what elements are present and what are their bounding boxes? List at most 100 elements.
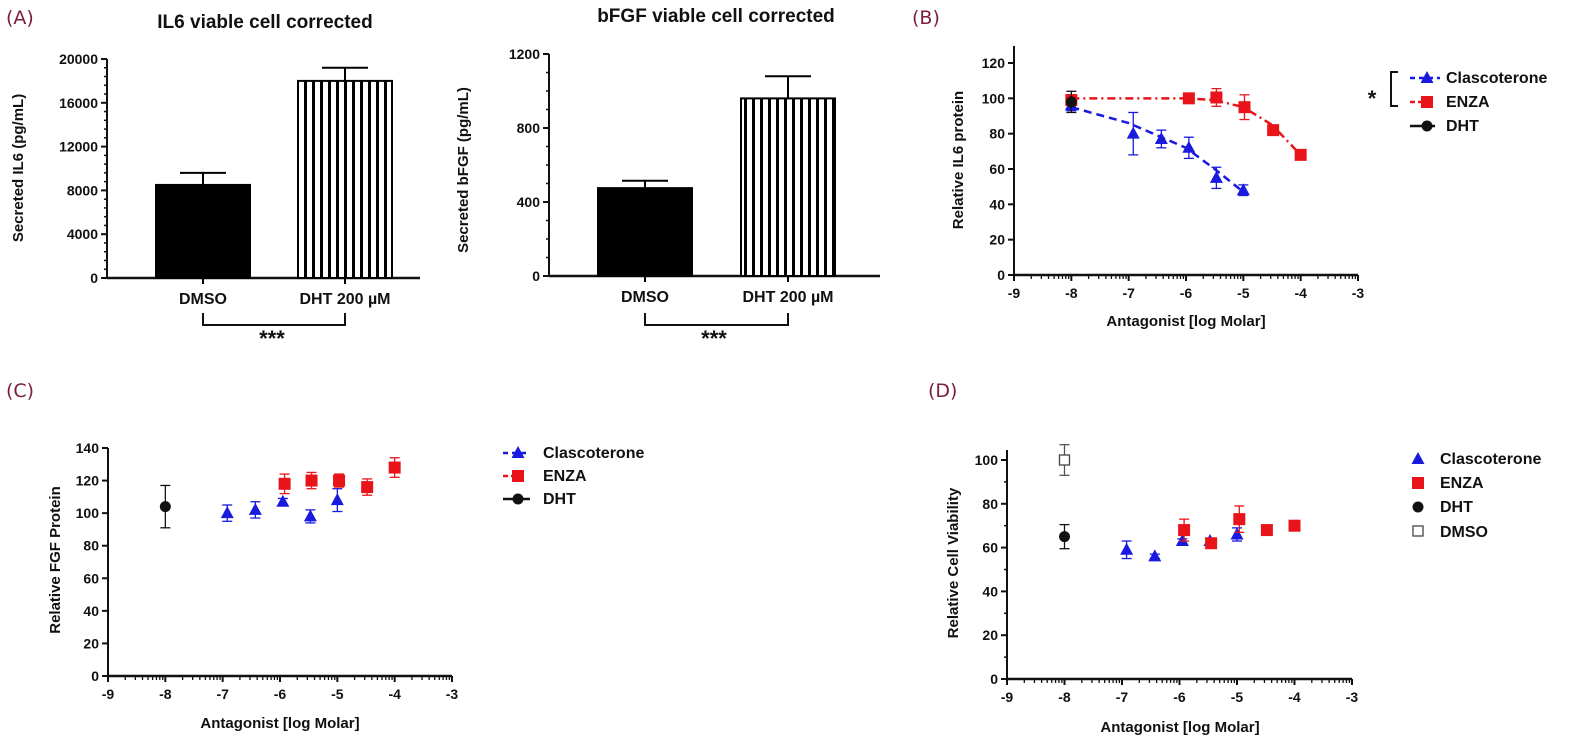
y-tick-label: 80 [83,538,99,554]
y-axis-label: Relative FGF Protein [47,486,64,634]
y-tick-label: 8000 [67,182,98,198]
legend-marker-dht [1412,501,1424,513]
data-point-enza [1294,148,1307,161]
data-point-clascoterone [1154,131,1168,144]
x-tick-label: -4 [388,686,401,702]
data-point-clascoterone [1120,542,1134,555]
x-tick-label: -8 [159,686,172,702]
x-tick-label: -3 [446,686,459,702]
y-tick-label: 100 [975,452,999,468]
data-point-clascoterone [248,502,262,515]
x-tick-label: -9 [102,686,115,702]
legend-marker-enza [512,470,524,482]
x-tick-label: -4 [1294,285,1307,301]
significance-bracket [202,313,346,326]
legend-marker-enza [1421,96,1433,108]
y-tick-label: 80 [982,496,998,512]
legend-label-enza: ENZA [543,468,587,485]
bar-dmso [155,183,251,279]
x-tick-label: -9 [1001,689,1014,705]
y-tick-label: 120 [76,473,100,489]
data-point-enza [1267,124,1280,137]
y-axis-label: Relative IL6 protein [950,91,967,229]
legend-label-enza: ENZA [1440,475,1484,492]
bar-dht-200-m [740,97,836,278]
legend-label-clascoterone: Clascoterone [1446,70,1547,87]
data-point-clascoterone [1236,183,1250,196]
chart-il6-bar: IL6 viable cell corrected Secreted IL6 (… [10,12,420,351]
significance-label: *** [701,326,727,351]
data-point-clascoterone [1126,126,1140,139]
data-point-enza [1178,524,1191,537]
x-tick-label: -6 [274,686,287,702]
x-tick-label: -5 [331,686,344,702]
legend-label-dht: DHT [1446,118,1479,135]
y-tick-label: 20000 [59,51,98,67]
x-tick-label: -5 [1237,285,1250,301]
data-point-enza [1233,513,1246,526]
y-tick-label: 400 [517,194,541,210]
data-point-clascoterone [303,509,317,522]
data-point-clascoterone [1230,527,1244,540]
y-tick-label: 40 [989,196,1005,212]
fit-line-enza [1071,97,1302,156]
chart-fgf-dose-response: Relative FGF Protein Antagonist [log Mol… [47,440,644,732]
x-tick-label: -6 [1173,689,1186,705]
data-point-clascoterone [1182,140,1196,153]
category-label-dmso: DMSO [621,289,669,306]
legend-label-enza: ENZA [1446,94,1490,111]
chart-title: IL6 viable cell corrected [157,12,372,33]
legend-marker-dht [512,493,524,505]
data-point-enza [361,481,374,494]
legend-marker-clascoterone [1420,71,1434,83]
data-point-clascoterone [1148,549,1162,562]
bar-dmso [597,187,693,277]
y-tick-label: 0 [532,268,540,284]
panel-label-c: (C) [6,380,34,402]
chart-bfgf-bar: bFGF viable cell corrected Secreted bFGF… [455,6,880,351]
x-tick-label: -8 [1058,689,1071,705]
y-tick-label: 12000 [59,139,98,155]
data-point-enza [1238,101,1251,114]
panel-label-d: (D) [928,380,957,402]
data-point-enza [305,474,318,487]
legend-label-dht: DHT [543,491,576,508]
y-tick-label: 100 [76,505,100,521]
y-tick-label: 0 [997,267,1005,283]
data-point-enza [1182,92,1195,105]
y-tick-label: 16000 [59,95,98,111]
data-point-clascoterone [1209,170,1223,183]
significance-bracket [644,313,789,326]
legend-marker-clascoterone [1411,452,1425,464]
x-tick-label: -3 [1346,689,1359,705]
data-point-dht [1065,96,1077,108]
legend-label-dmso: DMSO [1440,524,1488,541]
x-axis-label: Antagonist [log Molar] [1106,313,1265,330]
legend-marker-clascoterone [511,446,525,458]
x-tick-label: -8 [1065,285,1078,301]
legend-label-dht: DHT [1440,499,1473,516]
y-tick-label: 80 [989,126,1005,142]
y-axis-label: Secreted bFGF (pg/mL) [455,87,472,253]
y-tick-label: 40 [83,603,99,619]
y-tick-label: 140 [76,440,100,456]
y-tick-label: 0 [990,671,998,687]
y-tick-label: 20 [83,635,99,651]
y-tick-label: 60 [83,570,99,586]
legend-marker-dmso [1412,525,1424,537]
legend-marker-dht [1421,120,1433,132]
data-point-dmso [1058,454,1071,466]
y-tick-label: 4000 [67,226,98,242]
x-tick-label: -5 [1231,689,1244,705]
y-tick-label: 20 [982,627,998,643]
data-point-enza [1288,519,1301,532]
category-label-dht: DHT 200 µM [299,291,390,308]
data-point-clascoterone [220,506,234,519]
data-point-enza [1260,524,1273,537]
panel-label-a: (A) [6,7,34,29]
x-tick-label: -7 [1116,689,1129,705]
legend-label-clascoterone: Clascoterone [1440,451,1541,468]
legend-significance-bracket [1390,71,1398,107]
y-tick-label: 800 [517,120,541,136]
